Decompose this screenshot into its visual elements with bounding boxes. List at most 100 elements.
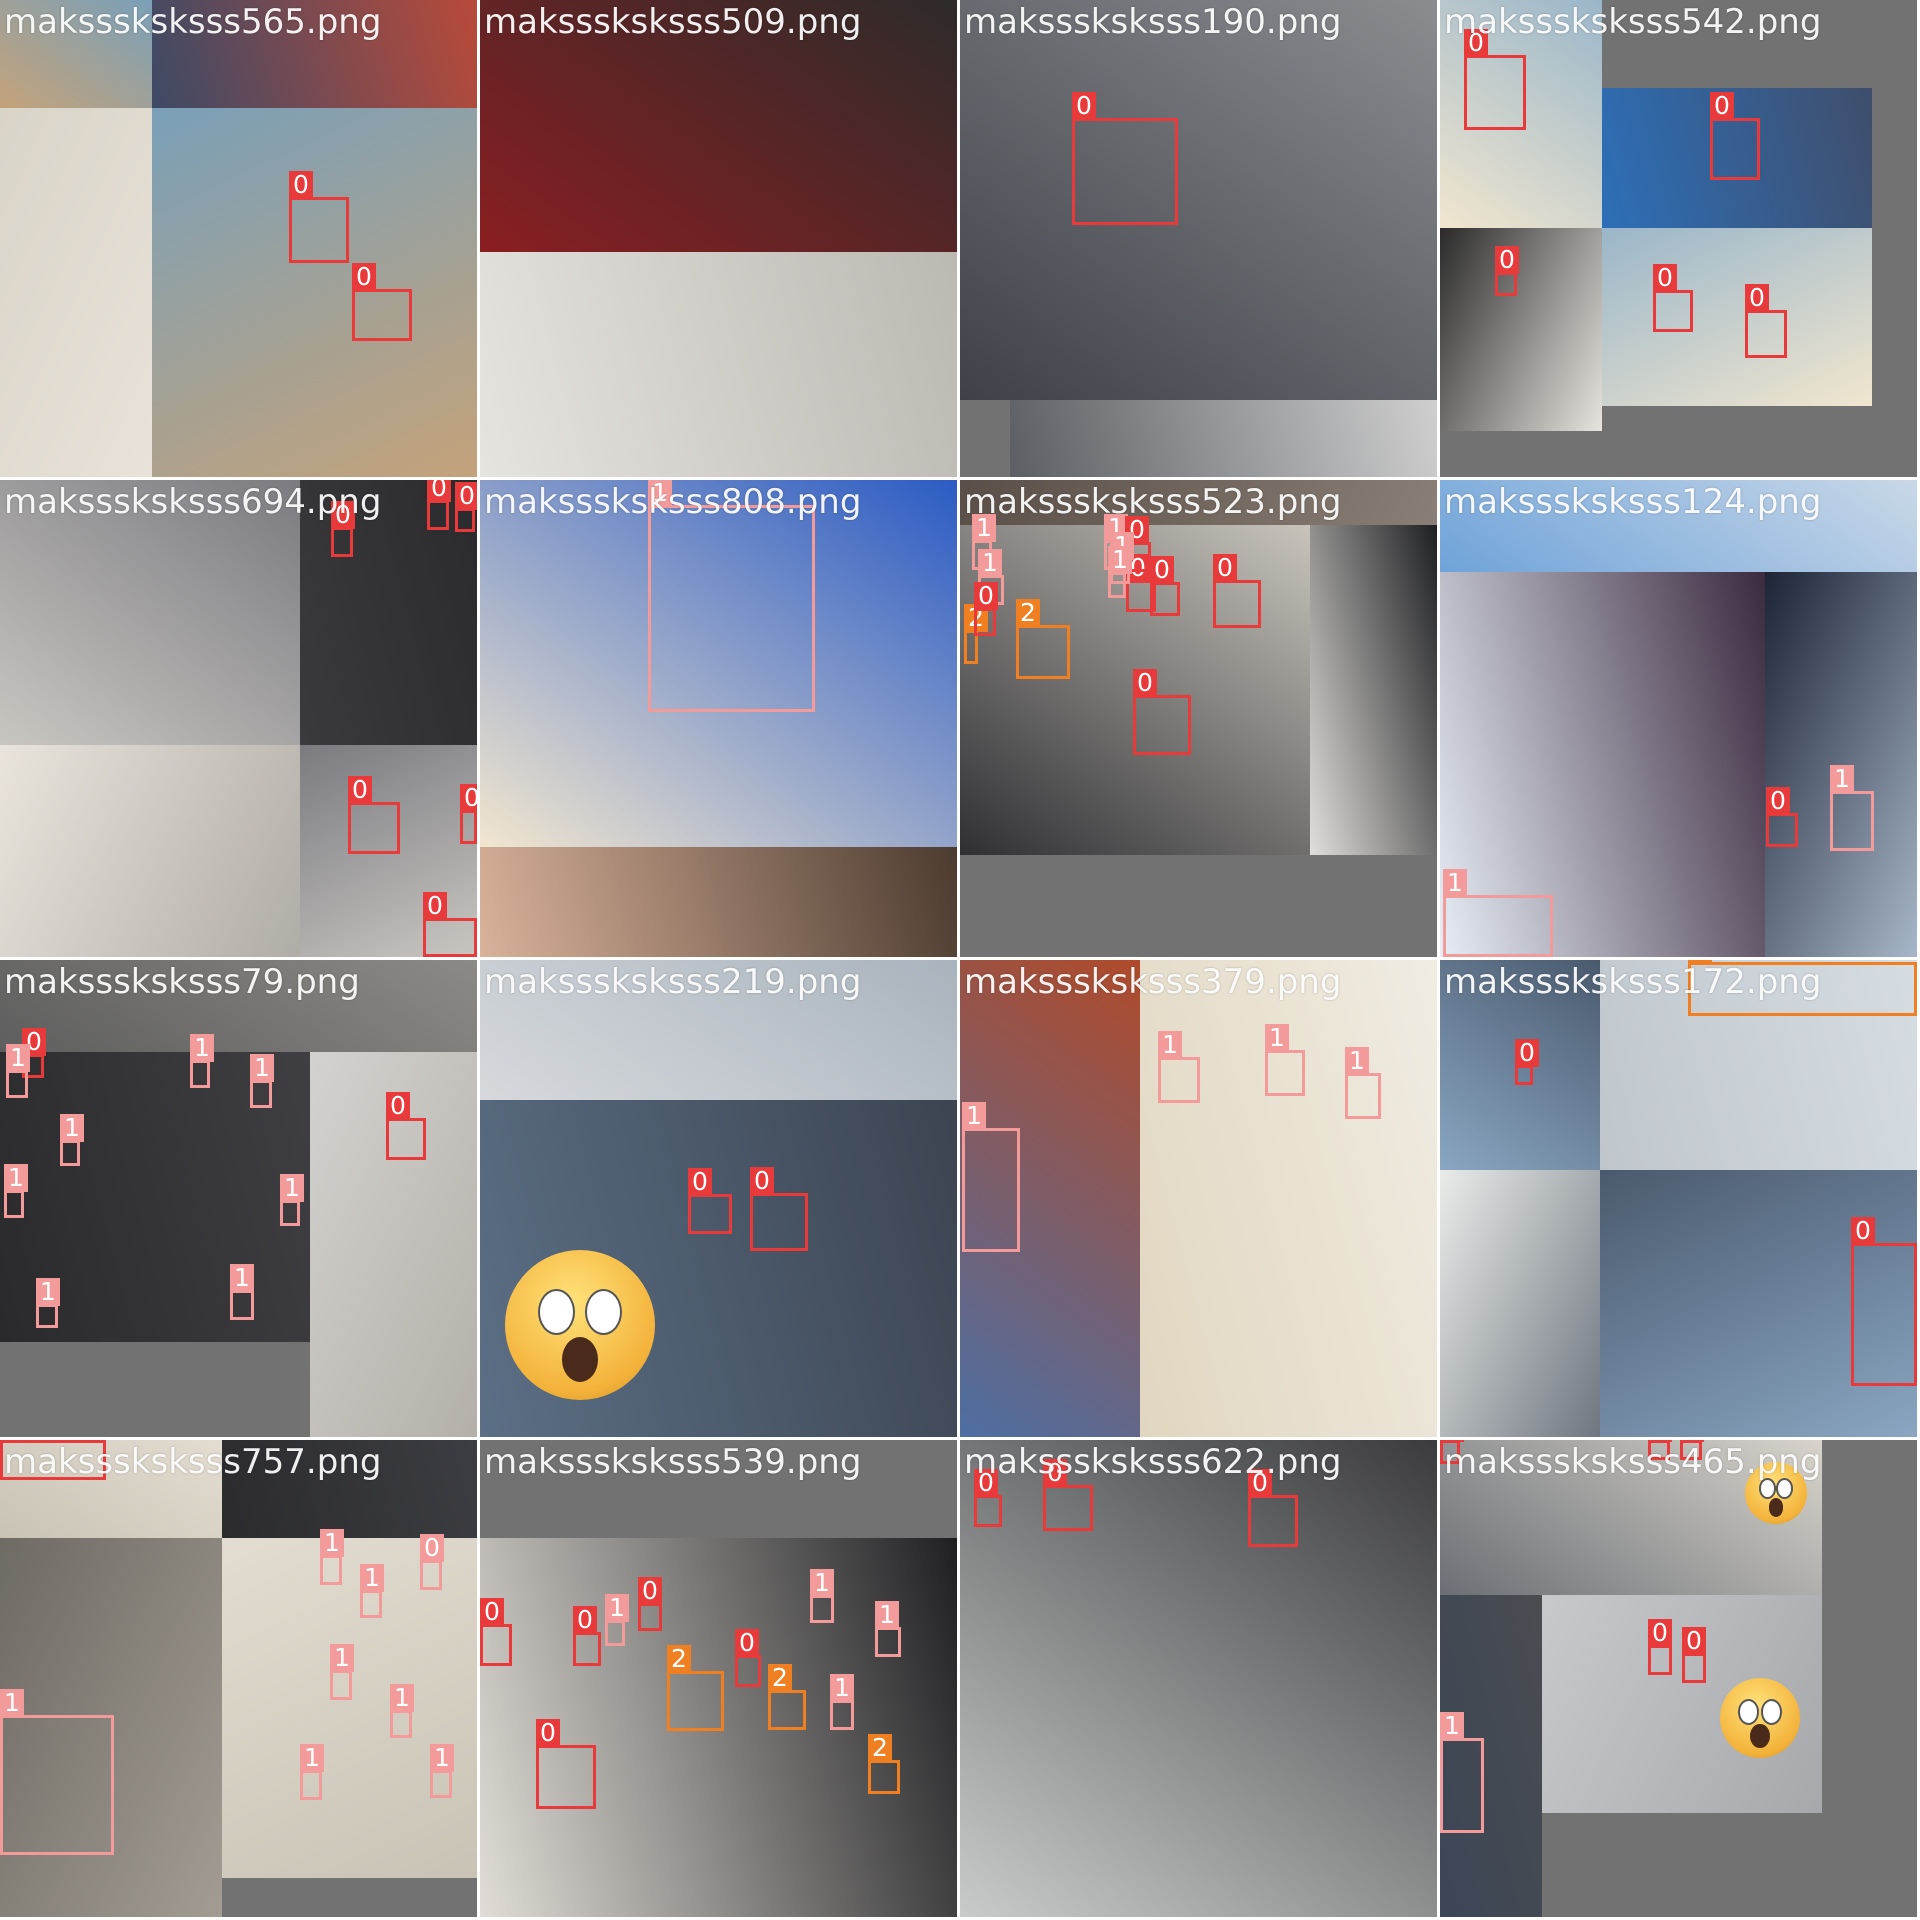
tile: maksssksksss219.png 0 0: [480, 960, 957, 1437]
class-label: 0: [1745, 284, 1769, 312]
class-label: 1: [300, 1744, 324, 1772]
detection-box: 0: [1851, 1217, 1917, 1386]
class-label: 0: [536, 1719, 560, 1747]
photo-region: [960, 960, 1140, 1437]
detection-box: 1: [1265, 1024, 1305, 1096]
photo-region: [0, 960, 477, 1052]
photo-region: [480, 480, 957, 847]
class-label: 1: [962, 1102, 986, 1130]
class-label: 0: [480, 1598, 504, 1626]
class-label: 0: [1464, 29, 1488, 57]
class-label: 0: [1515, 1039, 1539, 1067]
photo-region: [0, 0, 152, 108]
class-label: 1: [1443, 869, 1467, 897]
detection-box: 1: [60, 1114, 84, 1166]
photo-region: [1440, 480, 1917, 572]
class-label: 0: [573, 1606, 597, 1634]
class-label: 0: [750, 1167, 774, 1195]
class-label: 2: [667, 1645, 691, 1673]
detection-box: 1: [430, 1744, 454, 1798]
class-label: 0: [423, 892, 447, 920]
tile: maksssksksss539.png 2 2 2 0 0 0 0 0 1 1 …: [480, 1440, 957, 1917]
detection-box: 0: [573, 1606, 601, 1666]
class-label: 0: [427, 480, 451, 502]
detection-box: 1: [605, 1594, 629, 1646]
class-label: 1: [1108, 546, 1132, 574]
class-label: 0: [688, 1168, 712, 1196]
photo-region: [222, 1440, 477, 1538]
class-label: 0: [1150, 556, 1174, 584]
detection-box: 0: [460, 784, 477, 844]
detection-box: 1: [6, 1044, 30, 1098]
detection-box: 0: [1710, 92, 1760, 180]
tile: maksssksksss694.png 0 0 0 0 0 0: [0, 480, 477, 957]
class-label: 1: [0, 1689, 24, 1717]
class-label: 0: [1680, 1440, 1704, 1442]
tile-filename: maksssksksss808.png: [484, 482, 862, 522]
tile: maksssksksss757.png 0 1 1 1 0 1 1 1 1: [0, 1440, 477, 1917]
photo-region: [480, 0, 957, 252]
detection-box: 0: [1682, 1627, 1706, 1683]
detection-box: 0: [480, 1598, 512, 1666]
detection-box: 0: [735, 1629, 761, 1687]
photo-region: [1310, 525, 1437, 855]
detection-box: 2: [667, 1645, 724, 1731]
detection-box: 1: [36, 1278, 60, 1328]
class-label: 1: [1265, 1024, 1289, 1052]
detection-box: 0: [423, 892, 477, 957]
detection-box: 0: [1648, 1440, 1672, 1460]
class-label: 1: [875, 1601, 899, 1629]
class-label: 0: [638, 1577, 662, 1605]
class-label: 2: [868, 1734, 892, 1762]
photo-region: [1440, 1170, 1600, 1437]
class-label: 1: [36, 1278, 60, 1306]
class-label: 1: [280, 1174, 304, 1202]
detection-box: 0: [386, 1092, 426, 1160]
tile-filename: maksssksksss694.png: [4, 482, 382, 522]
detection-box: 0: [1248, 1469, 1298, 1547]
tile: maksssksksss172.png 2 0 0: [1440, 960, 1917, 1437]
tile: maksssksksss542.png 0 0 0 0 0: [1440, 0, 1917, 477]
photo-region: [480, 960, 957, 1100]
tile: maksssksksss622.png 0 0 0: [960, 1440, 1437, 1917]
detection-box: 1: [830, 1674, 854, 1730]
detection-box: 0: [0, 1440, 106, 1480]
class-label: 0: [1133, 669, 1157, 697]
detection-box: 1: [360, 1564, 384, 1618]
photo-region: [960, 1440, 1437, 1917]
photo-region: [1600, 1170, 1917, 1437]
class-label: 1: [605, 1594, 629, 1622]
class-label: 1: [978, 549, 1002, 577]
class-label: 0: [386, 1092, 410, 1120]
class-label: 0: [420, 1534, 444, 1562]
tile-filename: maksssksksss172.png: [1444, 962, 1822, 1002]
class-label: 1: [1830, 765, 1854, 793]
detection-box: 1: [280, 1174, 304, 1226]
detection-box: 0: [1464, 29, 1526, 130]
detection-box: 0: [352, 263, 412, 341]
class-label: 1: [330, 1644, 354, 1672]
detection-box: 1: [648, 480, 815, 712]
tile-filename: maksssksksss757.png: [4, 1442, 382, 1482]
photo-region: [1440, 1595, 1542, 1917]
class-label: 1: [1158, 1031, 1182, 1059]
class-label: 0: [348, 776, 372, 804]
detection-box: 0: [536, 1719, 596, 1809]
photo-region: [0, 1440, 222, 1538]
class-label: 1: [320, 1529, 344, 1557]
detection-box: 0: [1515, 1039, 1539, 1085]
class-label: 1: [4, 1164, 28, 1192]
class-label: 0: [1682, 1627, 1706, 1655]
detection-box: 0: [420, 1534, 444, 1590]
detection-box: 1: [810, 1569, 834, 1623]
tile-filename: maksssksksss219.png: [484, 962, 862, 1002]
photo-region: [480, 847, 957, 957]
photo-region: [152, 108, 477, 477]
tile: maksssksksss808.png 1: [480, 480, 957, 957]
tile: maksssksksss379.png 1 1 1 1: [960, 960, 1437, 1437]
detection-box: 1: [320, 1529, 344, 1585]
detection-box: 1: [390, 1684, 414, 1738]
detection-box: 1: [4, 1164, 28, 1218]
tile-filename: maksssksksss465.png: [1444, 1442, 1822, 1482]
